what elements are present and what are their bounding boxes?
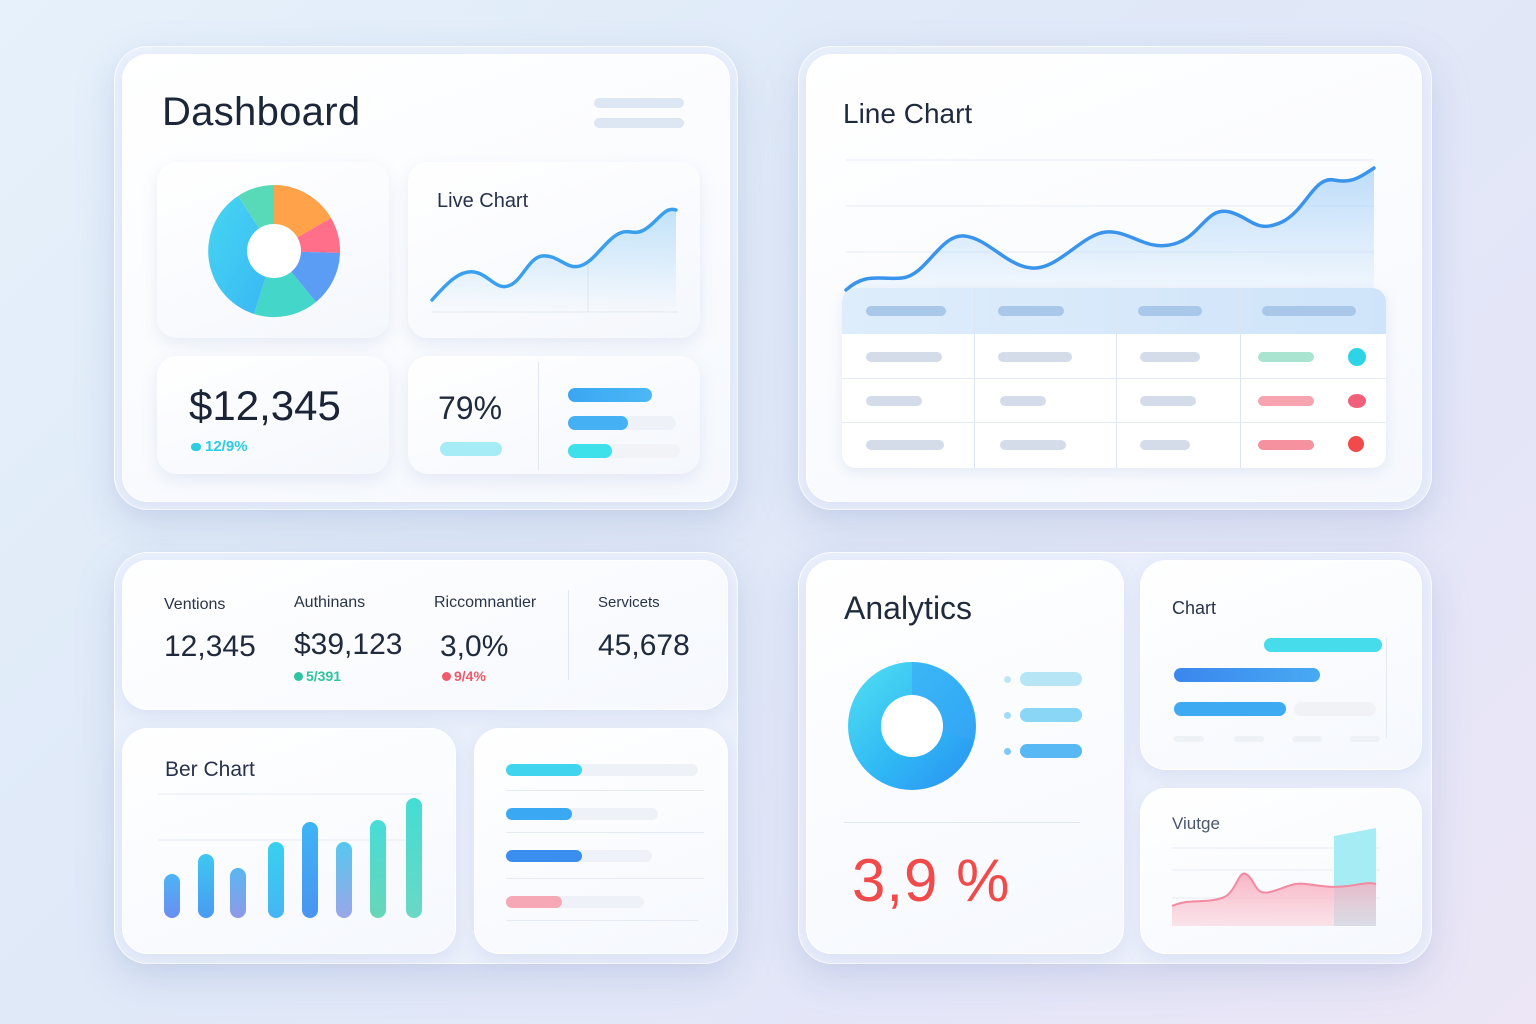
table-header-cell (998, 306, 1064, 316)
vintage-card[interactable]: Viutge (1140, 788, 1422, 954)
table-header-cell (1262, 306, 1356, 316)
status-dot (1348, 348, 1366, 366)
stat-label: Ventions (164, 596, 226, 613)
table-header-cell (866, 306, 946, 316)
chart-bar-1 (1264, 638, 1382, 652)
chart-card[interactable]: Chart (1140, 560, 1422, 770)
dashboard-title: Dashboard (162, 90, 361, 134)
vintage-title: Viutge (1172, 814, 1220, 833)
analytics-big-value: 3,9 % (852, 847, 1011, 914)
analytics-panel: Analytics 3,9 % Chart (798, 552, 1432, 964)
menu-icon[interactable] (594, 98, 686, 132)
balance-change: 12/9% (191, 438, 248, 455)
dashboard-inner: Dashboard (122, 54, 730, 502)
line-chart-inner: Line Chart (806, 54, 1422, 502)
pie-chart-card[interactable] (157, 162, 389, 338)
live-chart-card[interactable]: Live Chart (408, 162, 700, 338)
balance-card[interactable]: $12,345 12/9% (157, 356, 389, 474)
stat-servicets: Servicets 45,678 (598, 594, 690, 663)
progress-bar (506, 764, 582, 776)
pie-chart (208, 185, 341, 318)
vintage-area-chart (1171, 828, 1380, 926)
stat-value: 45,678 (598, 629, 690, 662)
stat-change: 9/4% (442, 668, 536, 684)
progress-bar-1 (568, 388, 652, 402)
analytics-card[interactable]: Analytics 3,9 % (806, 560, 1124, 954)
legend-bar (1020, 672, 1082, 686)
line-chart (844, 159, 1376, 304)
bar-chart-card[interactable]: Ber Chart (122, 728, 456, 954)
progress-bar-2 (568, 416, 628, 430)
data-table (842, 288, 1386, 468)
stat-value: 12,345 (164, 630, 256, 663)
chart-axis (1386, 638, 1387, 738)
chart-title: Chart (1172, 598, 1217, 618)
progress-list-card[interactable] (474, 728, 728, 954)
stats-panel: Ventions 12,345 Authinans $39,123 5/391 … (114, 552, 738, 964)
live-chart (430, 207, 678, 313)
status-dot (1348, 436, 1364, 452)
progress-bar (506, 896, 562, 908)
legend-dot (1004, 676, 1011, 683)
line-chart-title: Line Chart (843, 98, 973, 129)
stat-value: $39,123 (294, 628, 403, 661)
progress-bar (506, 850, 582, 862)
progress-bar-3 (568, 444, 612, 458)
progress-bar (506, 808, 572, 820)
stat-label: Servicets (598, 594, 660, 611)
balance-value: $12,345 (189, 382, 341, 429)
analytics-divider (844, 822, 1080, 823)
stat-authinans: Authinans $39,123 5/391 (294, 594, 402, 684)
table-header-cell (1138, 306, 1202, 316)
legend-dot (1004, 748, 1011, 755)
stat-label: Riccomnantier (434, 594, 537, 611)
bar-chart (158, 793, 422, 918)
live-chart-title: Live Chart (437, 190, 529, 212)
stats-divider (568, 590, 569, 680)
legend-bar (1020, 744, 1082, 758)
dot-icon (442, 672, 451, 681)
bar-chart-title: Ber Chart (165, 758, 255, 781)
stat-riccomnantier: Riccomnantier 3,0% 9/4% (434, 594, 536, 684)
dot-icon (294, 672, 303, 681)
trend-up-icon (191, 443, 201, 451)
percent-bar (440, 442, 502, 456)
stats-strip: Ventions 12,345 Authinans $39,123 5/391 … (122, 560, 728, 710)
legend-bar (1020, 708, 1082, 722)
line-chart-panel: Line Chart (798, 46, 1432, 510)
card-divider (538, 362, 539, 470)
chart-bar-3 (1174, 702, 1286, 716)
dashboard-panel: Dashboard (114, 46, 738, 510)
stat-change: 5/391 (294, 668, 402, 684)
status-dot (1348, 394, 1366, 408)
percent-card[interactable]: 79% (408, 356, 700, 474)
stat-label: Authinans (294, 594, 366, 611)
chart-bar-3-track (1294, 702, 1376, 716)
chart-bar-2 (1174, 668, 1320, 682)
legend-dot (1004, 712, 1011, 719)
stat-value: 3,0% (440, 630, 509, 663)
percent-value: 79% (438, 390, 503, 426)
analytics-donut (848, 662, 976, 790)
stat-ventions: Ventions 12,345 (164, 596, 256, 664)
analytics-title: Analytics (844, 590, 973, 626)
